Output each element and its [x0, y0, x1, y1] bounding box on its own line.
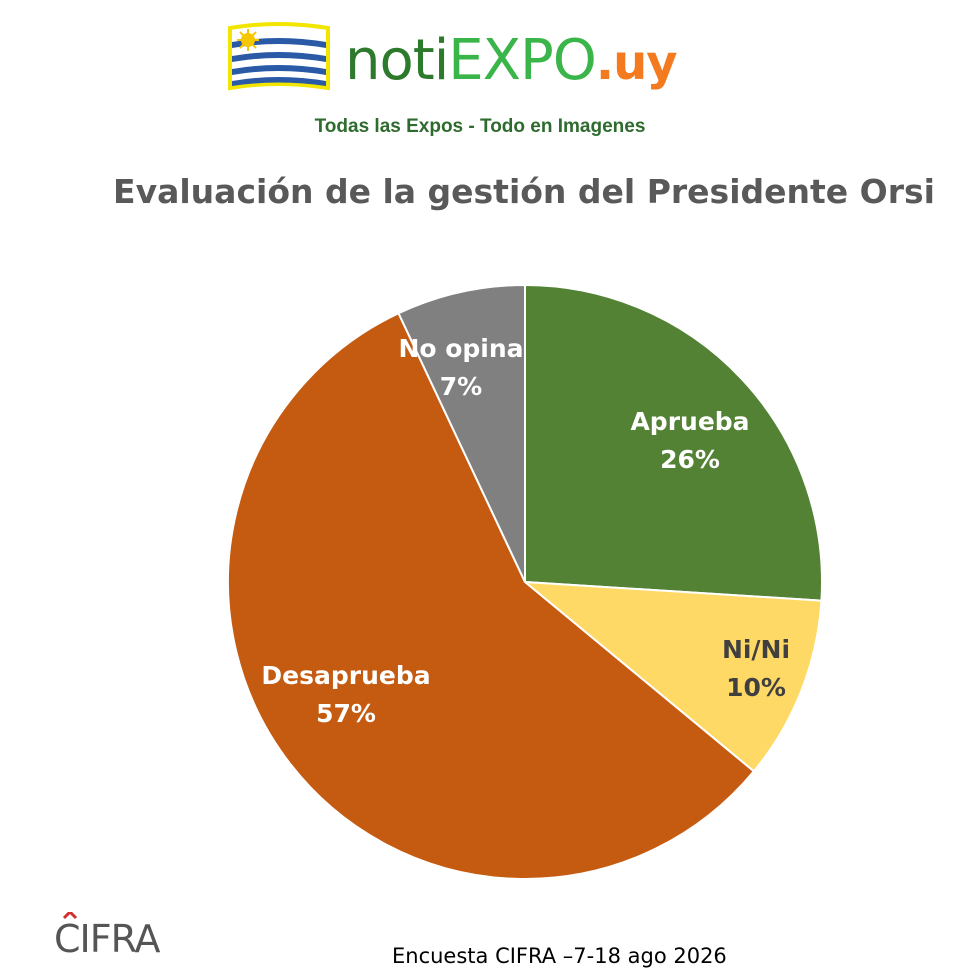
slice-value-aprueba: 26% [660, 445, 720, 474]
slice-label-ni-ni: Ni/Ni [722, 635, 790, 664]
svg-text:CIFRA: CIFRA [54, 917, 160, 961]
brand-part-expo: EXPO [448, 28, 597, 93]
slice-value-desaprueba: 57% [316, 699, 376, 728]
slice-value-no-opina: 7% [440, 372, 482, 401]
pie-slice-desaprueba [227, 311, 756, 880]
pie-slice-ni-ni [521, 580, 823, 773]
slice-label-desaprueba: Desaprueba [261, 661, 430, 690]
source-note: Encuesta CIFRA –7-18 ago 2026 [392, 944, 727, 968]
uruguay-flag-logo [228, 22, 330, 91]
pie-slice-aprueba [524, 283, 823, 602]
tagline: Todas las Expos - Todo en Imagenes [314, 116, 646, 137]
cifra-logo: CIFRA [54, 912, 160, 961]
chart-title: Evaluación de la gestión del Presidente … [113, 172, 935, 211]
pie-slice-no-opina [397, 283, 526, 583]
slice-label-aprueba: Aprueba [630, 407, 749, 436]
slice-label-no-opina: No opina [398, 334, 523, 363]
brand-part-domain: .uy [595, 35, 678, 91]
brand-logo-text: notiEXPO.uy [345, 26, 678, 96]
slice-value-ni-ni: 10% [726, 673, 786, 702]
flag-icon [228, 22, 330, 91]
brand-part-noti: noti [345, 28, 449, 93]
